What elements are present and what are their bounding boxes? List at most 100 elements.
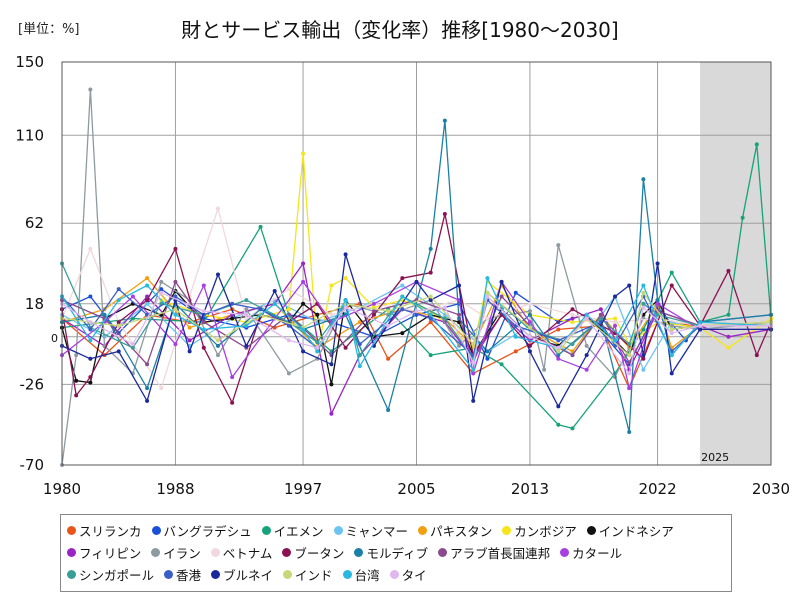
unit-label: [単位：%] <box>18 22 80 37</box>
legend-item: イエメン <box>261 519 324 541</box>
data-point <box>570 320 575 325</box>
data-point <box>726 312 731 317</box>
series-line-2 <box>61 143 772 430</box>
legend-marker-icon <box>282 547 292 557</box>
data-point <box>145 386 150 391</box>
data-point <box>641 353 646 358</box>
data-point <box>655 301 660 306</box>
data-point <box>343 276 348 281</box>
data-point <box>244 312 249 317</box>
legend-marker-icon <box>438 547 448 557</box>
data-point <box>556 422 561 427</box>
data-point <box>570 349 575 354</box>
data-point <box>145 362 150 367</box>
data-point <box>400 294 405 299</box>
legend-item: タイ <box>389 563 427 585</box>
data-point <box>130 342 135 347</box>
legend-label: タイ <box>401 567 427 583</box>
x-tick-label: 2005 <box>397 480 435 498</box>
legend-item: カタール <box>560 541 622 563</box>
data-point <box>726 334 731 339</box>
legend-item: シンガポール <box>67 563 154 585</box>
x-tick-label: 2022 <box>638 480 676 498</box>
data-point <box>584 367 589 372</box>
legend-label: ブータン <box>294 545 345 561</box>
data-point <box>88 356 93 361</box>
data-point <box>159 386 164 391</box>
data-point <box>457 320 462 325</box>
data-point <box>641 367 646 372</box>
data-point <box>329 362 334 367</box>
data-point <box>230 316 235 321</box>
data-point <box>613 343 618 348</box>
y-tick-label: 0 <box>51 332 58 345</box>
legend-label: ブルネイ <box>223 567 274 583</box>
data-point <box>116 349 121 354</box>
legend-marker-icon <box>342 569 352 579</box>
data-point <box>527 301 532 306</box>
legend-marker-icon <box>210 547 220 557</box>
data-point <box>88 320 93 325</box>
data-point <box>343 298 348 303</box>
legend-item: モルディブ <box>354 541 428 563</box>
data-point <box>556 345 561 350</box>
data-point <box>215 206 220 211</box>
data-point <box>400 331 405 336</box>
legend-label: フィリピン <box>79 545 142 561</box>
data-point <box>201 283 206 288</box>
legend-marker-icon <box>151 547 161 557</box>
line-chart: 150 110 62 18 0 -26 -70 1980 1988 1997 2005 2013 202… <box>15 53 790 498</box>
data-point <box>641 305 646 310</box>
data-point <box>641 356 646 361</box>
data-point <box>527 334 532 339</box>
x-tick-label: 1997 <box>284 480 322 498</box>
data-point <box>371 309 376 314</box>
legend-item: ブルネイ <box>211 563 273 585</box>
x-tick-label: 1988 <box>156 480 194 498</box>
data-point <box>641 283 646 288</box>
data-point <box>215 272 220 277</box>
data-point <box>230 301 235 306</box>
data-point <box>570 307 575 312</box>
data-point <box>145 398 150 403</box>
data-point <box>598 307 603 312</box>
data-point <box>442 305 447 310</box>
data-point <box>215 343 220 348</box>
data-point <box>485 349 490 354</box>
series-line-16 <box>61 253 771 408</box>
data-point <box>159 279 164 284</box>
data-point <box>442 316 447 321</box>
forecast-label: 2025 <box>701 451 729 464</box>
data-point <box>669 283 674 288</box>
data-point <box>655 298 660 303</box>
data-point <box>584 343 589 348</box>
data-point <box>698 323 703 328</box>
data-point <box>357 342 362 347</box>
data-point <box>187 338 192 343</box>
data-point <box>457 343 462 348</box>
data-point <box>329 283 334 288</box>
data-point <box>613 320 618 325</box>
data-point <box>244 323 249 328</box>
data-point <box>556 338 561 343</box>
data-point <box>301 301 306 306</box>
data-point <box>471 367 476 372</box>
y-tick-label: 18 <box>25 295 44 313</box>
data-point <box>754 353 759 358</box>
data-point <box>145 301 150 306</box>
data-point <box>527 320 532 325</box>
legend-marker-icon <box>283 569 293 579</box>
data-point <box>428 298 433 303</box>
data-point <box>442 212 447 217</box>
data-point <box>400 307 405 312</box>
data-point <box>343 305 348 310</box>
data-point <box>556 404 561 409</box>
data-point <box>116 323 121 328</box>
series-line-18 <box>61 277 772 371</box>
data-point <box>527 312 532 317</box>
data-point <box>201 345 206 350</box>
legend-item: アラブ首長国連邦 <box>438 541 550 563</box>
legend-label: バングラデシュ <box>163 523 252 539</box>
legend-item: インドネシア <box>586 519 674 541</box>
legend-marker-icon <box>67 569 76 579</box>
